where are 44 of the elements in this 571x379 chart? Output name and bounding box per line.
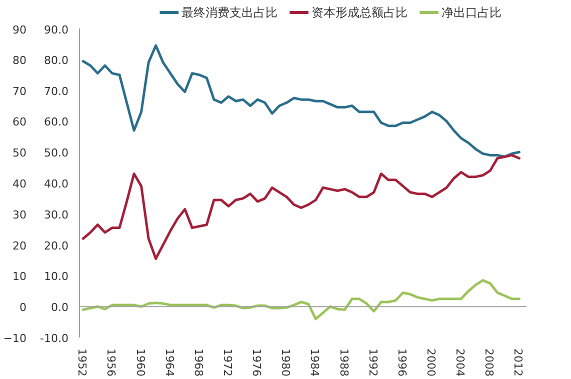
x-tick-label: 1984 <box>308 348 322 376</box>
x-tick-label: 1972 <box>221 348 234 376</box>
line-series <box>82 154 520 260</box>
legend-label: 资本形成总额占比 <box>312 6 408 20</box>
y-tick-label: 90.0 <box>44 24 69 36</box>
y-tick-label: 10.0 <box>44 270 69 284</box>
y2-tick-label: 10 <box>12 270 27 284</box>
x-tick-label: 2004 <box>454 348 467 376</box>
y2-tick-label: 70 <box>12 84 27 98</box>
y-tick-label: 70.0 <box>44 84 69 98</box>
y-tick-label: 40.0 <box>44 178 69 190</box>
x-tick-label: 2012 <box>512 348 525 376</box>
line-series <box>82 44 520 158</box>
y2-tick-label: 60 <box>12 116 27 129</box>
x-tick-label: 1992 <box>366 348 380 376</box>
y2-tick-label: 30 <box>12 208 27 222</box>
x-tick-label: 1980 <box>279 348 292 376</box>
y-tick-label: 20.0 <box>44 239 69 252</box>
y2-tick-label: 80 <box>12 54 27 67</box>
x-tick-label: 1968 <box>192 348 205 376</box>
x-tick-label: 1960 <box>134 348 147 376</box>
legend-label: 净出口占比 <box>442 6 502 20</box>
y2-tick-label: −10 <box>3 332 27 345</box>
x-tick-label: 1996 <box>395 348 408 376</box>
y2-tick-label: 0 <box>20 301 26 314</box>
y2-tick-label: 20 <box>12 239 27 252</box>
x-tick-label: 1964 <box>162 348 176 376</box>
y-tick-label: 0.0 <box>51 301 69 314</box>
x-tick-label: 1976 <box>250 348 264 376</box>
y2-tick-label: 90 <box>12 24 27 36</box>
y2-tick-label: 50 <box>12 146 27 160</box>
y-tick-label: -10.0 <box>40 332 69 345</box>
x-tick-label: 1956 <box>104 348 118 376</box>
y-tick-label: 30.0 <box>44 208 69 222</box>
x-tick-label: 2000 <box>424 348 438 376</box>
line-series <box>82 279 520 320</box>
y-tick-label: 60.0 <box>44 116 69 129</box>
y-tick-label: 50.0 <box>44 146 69 160</box>
legend-label: 最终消费支出占比 <box>182 6 278 20</box>
y2-tick-label: 40 <box>12 178 27 190</box>
x-tick-label: 2008 <box>482 348 496 376</box>
y-tick-label: 80.0 <box>44 54 69 67</box>
x-tick-label: 1952 <box>76 348 89 376</box>
x-tick-label: 1988 <box>337 348 350 376</box>
